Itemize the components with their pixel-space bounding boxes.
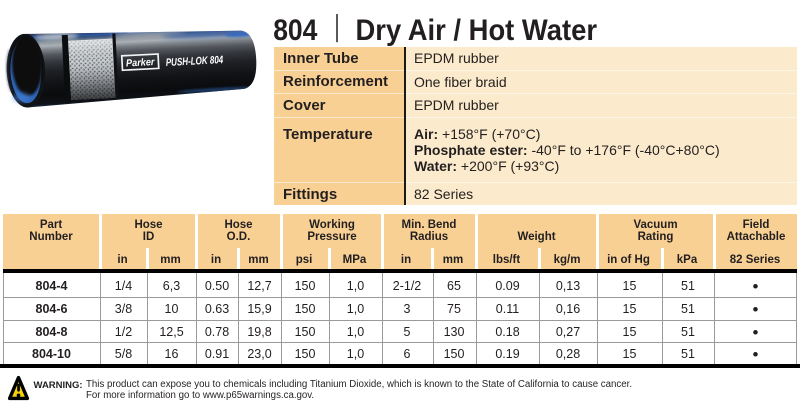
svg-text:PUSH-LOK 804: PUSH-LOK 804 bbox=[165, 54, 223, 69]
svg-text:804: 804 bbox=[273, 14, 318, 47]
svg-text:Dry Air / Hot Water: Dry Air / Hot Water bbox=[356, 14, 598, 47]
svg-text:Parker: Parker bbox=[126, 57, 156, 69]
